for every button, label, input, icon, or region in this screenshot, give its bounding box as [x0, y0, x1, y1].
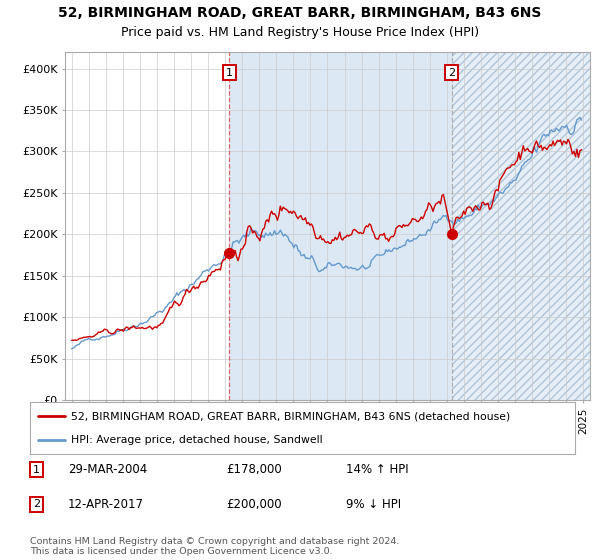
Text: Price paid vs. HM Land Registry's House Price Index (HPI): Price paid vs. HM Land Registry's House … [121, 26, 479, 39]
Text: £178,000: £178,000 [226, 463, 282, 476]
Text: 52, BIRMINGHAM ROAD, GREAT BARR, BIRMINGHAM, B43 6NS: 52, BIRMINGHAM ROAD, GREAT BARR, BIRMING… [58, 6, 542, 20]
Text: 14% ↑ HPI: 14% ↑ HPI [346, 463, 409, 476]
Text: HPI: Average price, detached house, Sandwell: HPI: Average price, detached house, Sand… [71, 435, 323, 445]
Text: 9% ↓ HPI: 9% ↓ HPI [346, 498, 401, 511]
Bar [452, 52, 590, 400]
Text: 2: 2 [448, 68, 455, 78]
Text: 1: 1 [33, 465, 40, 475]
Bar [229, 52, 452, 400]
Text: Contains HM Land Registry data © Crown copyright and database right 2024.
This d: Contains HM Land Registry data © Crown c… [30, 536, 400, 556]
Text: 12-APR-2017: 12-APR-2017 [68, 498, 144, 511]
Text: 2: 2 [33, 500, 40, 510]
Bar [452, 52, 590, 400]
Text: 52, BIRMINGHAM ROAD, GREAT BARR, BIRMINGHAM, B43 6NS (detached house): 52, BIRMINGHAM ROAD, GREAT BARR, BIRMING… [71, 411, 510, 421]
Text: 29-MAR-2004: 29-MAR-2004 [68, 463, 148, 476]
Text: £200,000: £200,000 [226, 498, 282, 511]
Text: 1: 1 [226, 68, 233, 78]
